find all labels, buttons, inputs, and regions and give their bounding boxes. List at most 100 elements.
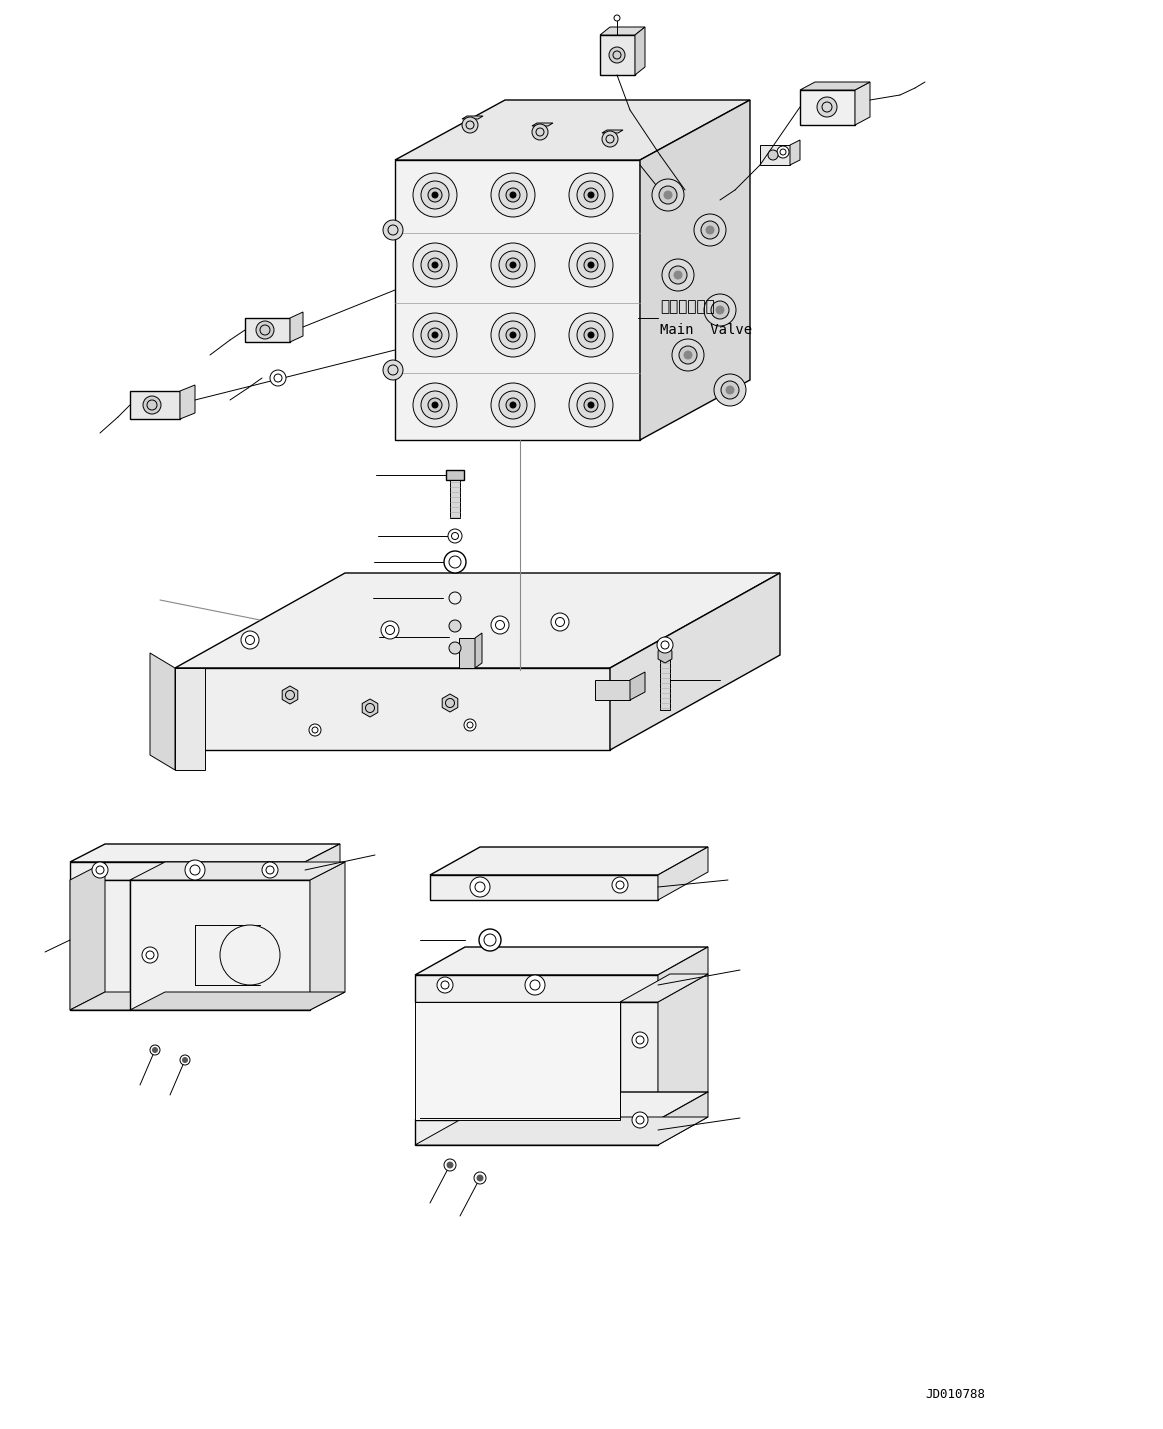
- Polygon shape: [445, 470, 464, 480]
- Polygon shape: [152, 1047, 158, 1053]
- Circle shape: [428, 399, 442, 412]
- Circle shape: [413, 313, 457, 357]
- Circle shape: [577, 181, 605, 209]
- Polygon shape: [449, 626, 461, 647]
- Circle shape: [511, 262, 516, 269]
- Circle shape: [256, 322, 274, 339]
- Circle shape: [421, 322, 449, 349]
- Polygon shape: [611, 573, 780, 750]
- Circle shape: [499, 252, 527, 279]
- Circle shape: [525, 975, 545, 995]
- Circle shape: [506, 329, 520, 342]
- Polygon shape: [130, 862, 345, 880]
- Circle shape: [714, 374, 745, 406]
- Circle shape: [491, 173, 535, 217]
- Circle shape: [652, 179, 684, 211]
- Circle shape: [444, 552, 466, 573]
- Circle shape: [569, 383, 613, 427]
- Polygon shape: [70, 862, 105, 1010]
- Polygon shape: [245, 319, 290, 342]
- Circle shape: [180, 1055, 190, 1065]
- Circle shape: [470, 877, 490, 897]
- Circle shape: [309, 725, 321, 736]
- Circle shape: [684, 352, 692, 359]
- Polygon shape: [658, 1092, 708, 1145]
- Circle shape: [632, 1032, 648, 1047]
- Circle shape: [584, 329, 598, 342]
- Circle shape: [499, 392, 527, 419]
- Circle shape: [381, 622, 399, 639]
- Polygon shape: [70, 862, 305, 880]
- Polygon shape: [600, 34, 635, 74]
- Circle shape: [577, 392, 605, 419]
- Circle shape: [383, 360, 404, 380]
- Circle shape: [672, 339, 704, 372]
- Polygon shape: [395, 160, 640, 440]
- Circle shape: [588, 332, 594, 339]
- Circle shape: [602, 131, 618, 147]
- Circle shape: [428, 259, 442, 272]
- Circle shape: [701, 221, 719, 239]
- Polygon shape: [444, 586, 465, 610]
- Polygon shape: [602, 130, 623, 133]
- Circle shape: [477, 1175, 483, 1180]
- Circle shape: [584, 399, 598, 412]
- Polygon shape: [420, 1005, 620, 1117]
- Circle shape: [511, 402, 516, 409]
- Polygon shape: [462, 116, 483, 119]
- Circle shape: [569, 173, 613, 217]
- Circle shape: [437, 977, 454, 993]
- Polygon shape: [174, 573, 780, 667]
- Circle shape: [150, 1045, 160, 1055]
- Polygon shape: [415, 1120, 658, 1145]
- Circle shape: [383, 220, 404, 240]
- Polygon shape: [659, 660, 670, 710]
- Polygon shape: [395, 100, 750, 160]
- Circle shape: [726, 386, 734, 394]
- Circle shape: [421, 252, 449, 279]
- Circle shape: [499, 181, 527, 209]
- Polygon shape: [450, 480, 461, 517]
- Polygon shape: [415, 1117, 708, 1145]
- Circle shape: [506, 189, 520, 201]
- Circle shape: [448, 529, 462, 543]
- Polygon shape: [620, 1002, 658, 1120]
- Polygon shape: [855, 81, 870, 124]
- Circle shape: [183, 1057, 187, 1063]
- Polygon shape: [759, 144, 790, 164]
- Circle shape: [431, 402, 438, 409]
- Circle shape: [577, 322, 605, 349]
- Circle shape: [462, 117, 478, 133]
- Polygon shape: [459, 637, 475, 667]
- Circle shape: [511, 332, 516, 339]
- Circle shape: [431, 191, 438, 199]
- Circle shape: [421, 392, 449, 419]
- Circle shape: [479, 929, 501, 952]
- Circle shape: [491, 616, 509, 634]
- Circle shape: [491, 383, 535, 427]
- Circle shape: [185, 860, 205, 880]
- Polygon shape: [181, 1057, 188, 1063]
- Circle shape: [662, 259, 694, 292]
- Circle shape: [614, 14, 620, 21]
- Polygon shape: [620, 975, 708, 1002]
- Circle shape: [716, 306, 725, 314]
- Circle shape: [531, 124, 548, 140]
- Polygon shape: [600, 27, 645, 34]
- Circle shape: [511, 191, 516, 199]
- Text: JD010788: JD010788: [925, 1389, 985, 1402]
- Circle shape: [491, 313, 535, 357]
- Circle shape: [428, 189, 442, 201]
- Circle shape: [444, 1159, 456, 1170]
- Circle shape: [721, 382, 739, 399]
- Circle shape: [431, 262, 438, 269]
- Polygon shape: [531, 123, 552, 126]
- Polygon shape: [70, 845, 340, 862]
- Polygon shape: [475, 633, 481, 667]
- Polygon shape: [174, 667, 205, 770]
- Circle shape: [664, 191, 672, 199]
- Circle shape: [551, 613, 569, 632]
- Circle shape: [669, 266, 687, 284]
- Polygon shape: [130, 392, 180, 419]
- Circle shape: [632, 1112, 648, 1127]
